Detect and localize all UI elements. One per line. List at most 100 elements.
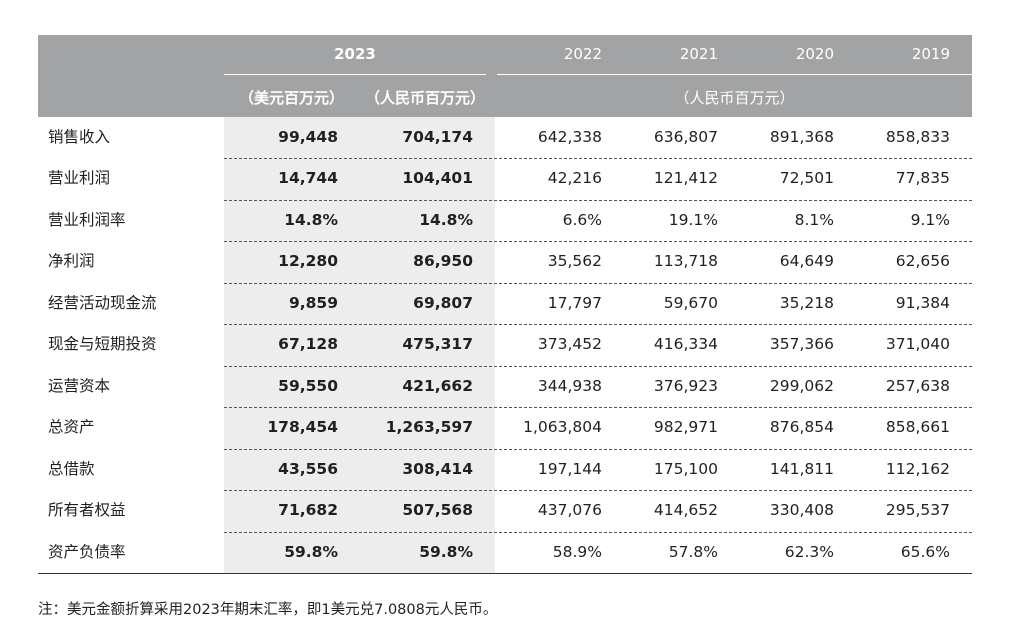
row-label: 经营活动现金流 (48, 293, 157, 312)
table-row: 总资产 178,454 1,263,597 1,063,804 982,971 876,8… (38, 407, 972, 448)
cell-y2022: 437,076 (537, 501, 602, 520)
cell-y2019: 112,162 (885, 459, 950, 478)
cell-y2021: 121,412 (653, 169, 718, 188)
cell-rmb: 1,263,597 (385, 418, 473, 437)
cell-y2020: 64,649 (779, 252, 834, 271)
cell-y2022: 6.6% (562, 210, 602, 229)
cell-y2019: 295,537 (885, 501, 950, 520)
cell-y2022: 17,797 (547, 293, 602, 312)
cell-rmb: 421,662 (402, 376, 473, 395)
header-rmb-unit: （人民币百万元） (364, 89, 485, 107)
cell-y2019: 91,384 (895, 293, 950, 312)
cell-y2021: 19.1% (668, 210, 718, 229)
cell-usd: 59.8% (284, 542, 338, 561)
cell-y2021: 414,652 (653, 501, 718, 520)
cell-y2021: 57.8% (668, 542, 718, 561)
table-bottom-rule (38, 573, 972, 574)
header-history-unit: （人民币百万元） (674, 89, 795, 107)
cell-rmb: 507,568 (402, 501, 473, 520)
cell-y2019: 371,040 (885, 335, 950, 354)
row-label: 资产负债率 (48, 542, 126, 561)
cell-y2021: 376,923 (653, 376, 718, 395)
cell-y2020: 141,811 (769, 459, 834, 478)
row-divider (224, 531, 972, 533)
row-divider (224, 365, 972, 367)
table-row: 资产负债率 59.8% 59.8% 58.9% 57.8% 62.3% 65.6% (38, 532, 972, 573)
row-label: 销售收入 (48, 128, 111, 146)
cell-y2020: 876,854 (769, 418, 834, 437)
table-row: 营业利润 14,744 104,401 42,216 121,412 72,501 77,8… (38, 158, 972, 199)
cell-y2022: 35,562 (547, 252, 602, 271)
cell-y2019: 257,638 (885, 376, 950, 395)
cell-y2022: 373,452 (537, 335, 602, 354)
row-divider (224, 324, 972, 326)
cell-y2020: 62.3% (784, 542, 834, 561)
cell-y2020: 299,062 (769, 376, 834, 395)
header-divider-history (497, 74, 972, 75)
cell-y2019: 65.6% (900, 542, 950, 561)
table-row: 营业利润率 14.8% 14.8% 6.6% 19.1% 8.1% 9.1% (38, 200, 972, 241)
table-row: 现金与短期投资 67,128 475,317 373,452 416,334 357,36… (38, 324, 972, 365)
cell-y2020: 8.1% (794, 210, 834, 229)
cell-rmb: 104,401 (402, 169, 473, 188)
row-divider (224, 199, 972, 201)
header-year-2020: 2020 (795, 45, 834, 63)
cell-usd: 9,859 (288, 293, 338, 312)
cell-y2020: 891,368 (769, 128, 834, 146)
table-row: 运营资本 59,550 421,662 344,938 376,923 299,062 25… (38, 366, 972, 407)
table-row: 所有者权益 71,682 507,568 437,076 414,652 330,408 2… (38, 490, 972, 531)
row-label: 营业利润 (48, 169, 111, 188)
row-divider (224, 158, 972, 160)
cell-y2019: 9.1% (910, 210, 950, 229)
row-divider (224, 282, 972, 284)
cell-y2019: 858,833 (885, 128, 950, 146)
table-header: 2023 2022 2021 2020 2019 （美元百万元） （人民币百万元… (38, 35, 972, 117)
row-label: 所有者权益 (48, 501, 126, 520)
cell-y2021: 113,718 (653, 252, 718, 271)
row-label: 总资产 (48, 418, 95, 437)
footnote: 注：美元金额折算采用2023年期末汇率，即1美元兑7.0808元人民币。 (38, 602, 498, 618)
row-divider (224, 490, 972, 492)
row-divider (224, 407, 972, 409)
row-label: 现金与短期投资 (48, 335, 157, 354)
cell-usd: 59,550 (278, 376, 338, 395)
header-divider-2023 (224, 74, 486, 75)
cell-y2019: 62,656 (895, 252, 950, 271)
header-usd-unit: （美元百万元） (238, 89, 344, 107)
cell-y2021: 416,334 (653, 335, 718, 354)
cell-usd: 99,448 (278, 128, 338, 146)
header-year-2023: 2023 (334, 45, 376, 63)
row-label: 净利润 (48, 252, 95, 271)
cell-usd: 14,744 (278, 169, 338, 188)
cell-usd: 43,556 (278, 459, 338, 478)
cell-usd: 178,454 (267, 418, 338, 437)
cell-y2021: 59,670 (663, 293, 718, 312)
cell-rmb: 704,174 (402, 128, 473, 146)
cell-usd: 71,682 (278, 501, 338, 520)
table-row: 总借款 43,556 308,414 197,144 175,100 141,811 112… (38, 449, 972, 490)
cell-y2022: 197,144 (537, 459, 602, 478)
table-row: 销售收入 99,448 704,174 642,338 636,807 891,368 85… (38, 117, 972, 158)
header-year-2022: 2022 (563, 45, 602, 63)
cell-y2022: 344,938 (537, 376, 602, 395)
highlight-2023-columns (224, 117, 495, 573)
row-label: 运营资本 (48, 376, 111, 395)
cell-y2019: 77,835 (895, 169, 950, 188)
cell-y2020: 357,366 (769, 335, 834, 354)
cell-y2020: 330,408 (769, 501, 834, 520)
cell-rmb: 59.8% (419, 542, 473, 561)
cell-rmb: 308,414 (402, 459, 473, 478)
row-divider (224, 448, 972, 450)
cell-usd: 14.8% (284, 210, 338, 229)
table-row: 经营活动现金流 9,859 69,807 17,797 59,670 35,218 91,3… (38, 283, 972, 324)
cell-y2021: 175,100 (653, 459, 718, 478)
cell-rmb: 69,807 (413, 293, 473, 312)
header-year-2021: 2021 (679, 45, 718, 63)
cell-y2022: 58.9% (552, 542, 602, 561)
cell-y2021: 636,807 (653, 128, 718, 146)
cell-y2021: 982,971 (653, 418, 718, 437)
cell-y2020: 35,218 (779, 293, 834, 312)
cell-y2019: 858,661 (885, 418, 950, 437)
row-label: 总借款 (48, 459, 95, 478)
cell-y2020: 72,501 (779, 169, 834, 188)
